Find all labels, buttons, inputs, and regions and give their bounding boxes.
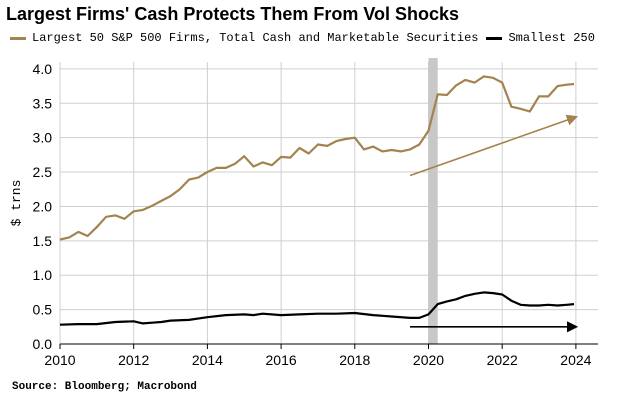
trend-arrow-largest-50 xyxy=(409,114,579,177)
source-note: Source: Bloomberg; Macrobond xyxy=(12,381,197,393)
x-tick-label: 2022 xyxy=(487,352,518,368)
y-tick-label: 2.0 xyxy=(33,198,53,214)
x-tick-label: 2024 xyxy=(560,352,591,368)
x-tick-label: 2014 xyxy=(192,352,223,368)
chart-title: Largest Firms' Cash Protects Them From V… xyxy=(6,4,460,24)
legend-item-smallest-250: Smallest 250 xyxy=(486,31,595,45)
series-line-largest-50 xyxy=(59,75,575,241)
y-tick-label: 0.5 xyxy=(33,302,53,318)
legend-label-smallest-250: Smallest 250 xyxy=(508,31,595,45)
legend-item-largest-50: Largest 50 S&P 500 Firms, Total Cash and… xyxy=(10,31,478,45)
chart-legend: Largest 50 S&P 500 Firms, Total Cash and… xyxy=(10,30,603,46)
legend-label-largest-50: Largest 50 S&P 500 Firms, Total Cash and… xyxy=(32,31,479,45)
legend-swatch-largest-50 xyxy=(10,36,26,40)
x-tick-label: 2012 xyxy=(118,352,149,368)
y-tick-label: 3.0 xyxy=(33,130,53,146)
y-tick-label: 1.0 xyxy=(33,267,53,283)
x-tick-label: 2016 xyxy=(266,352,297,368)
y-tick-label: 4.0 xyxy=(33,61,53,77)
y-tick-label: 0.0 xyxy=(33,336,53,352)
y-tick-label: 2.5 xyxy=(33,164,53,180)
x-tick-label: 2010 xyxy=(44,352,75,368)
covid-shaded-band xyxy=(428,58,438,344)
y-tick-label: 3.5 xyxy=(33,95,53,111)
series-line-smallest-250 xyxy=(59,291,575,326)
legend-swatch-smallest-250 xyxy=(486,36,503,40)
y-axis-label: $ trns xyxy=(9,180,24,227)
x-tick-label: 2018 xyxy=(339,352,370,368)
y-tick-label: 1.5 xyxy=(33,233,53,249)
x-tick-label: 2020 xyxy=(413,352,444,368)
